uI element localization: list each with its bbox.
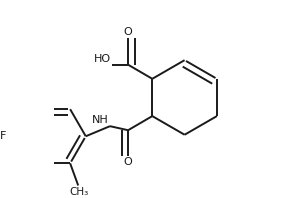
Text: O: O — [124, 28, 132, 37]
Text: O: O — [124, 157, 132, 168]
Text: CH₃: CH₃ — [69, 187, 88, 197]
Text: NH: NH — [92, 115, 109, 125]
Text: HO: HO — [94, 54, 111, 64]
Text: F: F — [0, 131, 6, 141]
